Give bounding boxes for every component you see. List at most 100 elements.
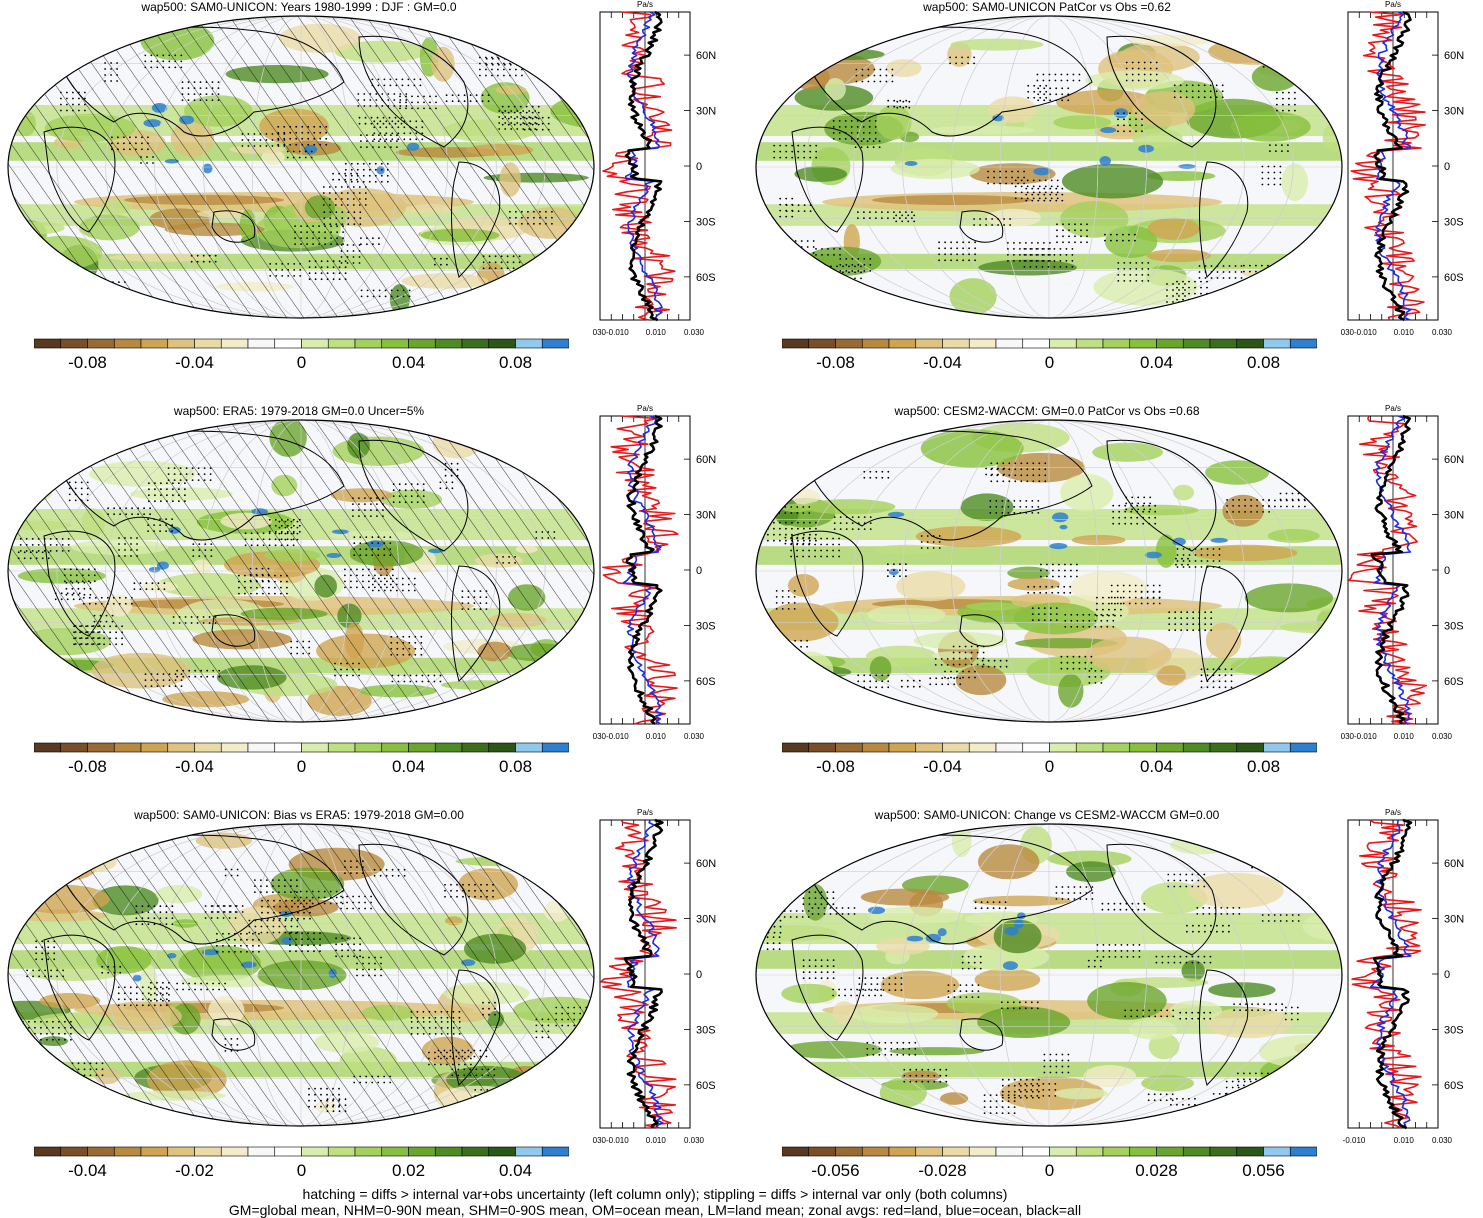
colorbar-tick-label: 0: [1045, 1161, 1054, 1180]
zonal-lat-label: 60S: [1444, 676, 1464, 688]
colorbar-tick-label: 0.02: [392, 1161, 425, 1180]
zonal-x-tick-label: 0.010: [1394, 328, 1415, 337]
colorbar-tick-label: 0.08: [1247, 353, 1280, 372]
zonal-lat-label: 30N: [696, 106, 716, 118]
colorbar-tick-label: 0: [1045, 353, 1054, 372]
zonal-x-tick-label: 0.030: [684, 328, 705, 337]
zonal-lat-label: 0: [1444, 161, 1450, 173]
zonal-x-tick-label: 0.030: [1432, 328, 1453, 337]
colorbar-tick-label: -0.08: [68, 757, 107, 776]
zonal-lat-label: 60S: [696, 272, 716, 284]
panel-title: wap500: SAM0-UNICON: Change vs CESM2-WAC…: [874, 808, 1220, 822]
colorbar-tick-label: 0.056: [1242, 1161, 1285, 1180]
colorbar-tick-label: 0.08: [499, 757, 532, 776]
colorbar: -0.08 -0.04 0 0.04 0.08: [782, 742, 1317, 776]
colorbar-tick-label: 0.04: [392, 353, 425, 372]
colorbar: -0.056 -0.028 0 0.028 0.056: [782, 1146, 1317, 1180]
zonal-lat-label: 30N: [1444, 914, 1464, 926]
zonal-lat-label: 60S: [696, 1080, 716, 1092]
zonal-average-plot: Pa/s 60N 30N 0 30S 60S -0.030-0.010 0.010 0.030: [1340, 404, 1464, 741]
colorbar-tick-label: 0.04: [499, 1161, 532, 1180]
zonal-average-plot: Pa/s 60N 30N 0 30S 60S -0.030-0.010 0.010 0.030: [592, 404, 716, 741]
zonal-lat-label: 60N: [696, 858, 716, 870]
colorbar-tick-label: 0.028: [1135, 1161, 1178, 1180]
zonal-x-tick-label: -0.030-0.010: [1340, 328, 1377, 337]
zonal-lat-label: 30S: [1444, 1024, 1464, 1036]
zonal-x-tick-label: 0.010: [646, 328, 667, 337]
colorbar: -0.04 -0.02 0 0.02 0.04: [34, 1146, 569, 1180]
zonal-lat-label: 0: [696, 969, 702, 981]
zonal-unit-label: Pa/s: [637, 0, 653, 9]
zonal-average-plot: Pa/s 60N 30N 0 30S 60S -0.030-0.010 0.010 0.030: [1340, 0, 1464, 337]
zonal-lat-label: 60S: [1444, 1080, 1464, 1092]
world-map: [7, 823, 595, 1127]
colorbar: -0.08 -0.04 0 0.04 0.08: [34, 742, 569, 776]
panel-6: wap500: SAM0-UNICON: Change vs CESM2-WAC…: [752, 808, 1483, 1208]
zonal-x-tick-label: -0.030-0.010: [592, 732, 629, 741]
zonal-lat-label: 30N: [1444, 510, 1464, 522]
zonal-lat-label: 0: [1444, 969, 1450, 981]
footnote-legend: GM=global mean, NHM=0-90N mean, SHM=0-90…: [228, 1202, 1082, 1218]
panel-3: wap500: ERA5: 1979-2018 GM=0.0 Uncer=5% …: [4, 404, 744, 804]
zonal-x-tick-label: 0.030: [684, 732, 705, 741]
colorbar-tick-label: 0.04: [1140, 353, 1173, 372]
zonal-lat-label: 30N: [696, 510, 716, 522]
zonal-average-plot: Pa/s 60N 30N 0 30S 60S -0.030-0.010 0.010 0.030: [592, 0, 716, 337]
panel-title: wap500: CESM2-WACCM: GM=0.0 PatCor vs Ob…: [894, 404, 1200, 418]
colorbar-tick-label: 0.08: [499, 353, 532, 372]
world-map: [755, 823, 1343, 1127]
zonal-lat-label: 30N: [696, 914, 716, 926]
panel-title: wap500: SAM0-UNICON: Years 1980-1999 : D…: [141, 0, 457, 14]
colorbar-tick-label: 0: [297, 1161, 306, 1180]
zonal-lat-label: 30S: [696, 620, 716, 632]
zonal-x-tick-label: 0.010: [1394, 732, 1415, 741]
zonal-lat-label: 60N: [1444, 454, 1464, 466]
zonal-average-plot: Pa/s 60N 30N 0 30S 60S -0.030-0.010 0.010 0.030: [592, 808, 716, 1145]
colorbar: -0.08 -0.04 0 0.04 0.08: [34, 338, 569, 372]
colorbar-tick-label: 0.08: [1247, 757, 1280, 776]
colorbar-tick-label: -0.04: [175, 353, 214, 372]
colorbar-tick-label: -0.04: [923, 353, 962, 372]
zonal-lat-label: 30N: [1444, 106, 1464, 118]
zonal-x-tick-label: 0.010: [1394, 1136, 1415, 1145]
panel-5: wap500: SAM0-UNICON: Bias vs ERA5: 1979-…: [4, 808, 744, 1208]
colorbar-tick-label: -0.04: [175, 757, 214, 776]
zonal-lat-label: 60N: [696, 50, 716, 62]
zonal-lat-label: 60N: [1444, 858, 1464, 870]
colorbar-tick-label: -0.08: [816, 353, 855, 372]
panel-2: wap500: SAM0-UNICON PatCor vs Obs =0.62 …: [752, 0, 1483, 400]
zonal-unit-label: Pa/s: [1385, 0, 1401, 9]
zonal-lat-label: 30S: [1444, 216, 1464, 228]
colorbar-tick-label: -0.056: [811, 1161, 859, 1180]
zonal-lat-label: 0: [696, 565, 702, 577]
zonal-lat-label: 30S: [696, 216, 716, 228]
colorbar: -0.08 -0.04 0 0.04 0.08: [782, 338, 1317, 372]
world-map: [7, 419, 595, 723]
panel-title: wap500: ERA5: 1979-2018 GM=0.0 Uncer=5%: [173, 404, 425, 418]
panel-title: wap500: SAM0-UNICON: Bias vs ERA5: 1979-…: [134, 808, 464, 822]
world-map: [7, 15, 595, 319]
colorbar-tick-label: 0: [297, 757, 306, 776]
zonal-lat-label: 0: [1444, 565, 1450, 577]
zonal-x-tick-label: 0.030: [1432, 732, 1453, 741]
zonal-unit-label: Pa/s: [637, 808, 653, 817]
zonal-x-tick-label: 0.030: [1432, 1136, 1453, 1145]
zonal-unit-label: Pa/s: [1385, 808, 1401, 817]
zonal-unit-label: Pa/s: [637, 404, 653, 413]
zonal-lat-label: 30S: [1444, 620, 1464, 632]
zonal-x-tick-label: -0.030-0.010: [1340, 732, 1377, 741]
world-map: [755, 419, 1343, 723]
colorbar-tick-label: 0.04: [1140, 757, 1173, 776]
zonal-x-tick-label: 0.030: [684, 1136, 705, 1145]
zonal-x-tick-label: -0.030-0.010: [592, 328, 629, 337]
world-map: [755, 15, 1343, 319]
zonal-lat-label: 60S: [1444, 272, 1464, 284]
colorbar-tick-label: -0.08: [68, 353, 107, 372]
zonal-lat-label: 60S: [696, 676, 716, 688]
panel-4: wap500: CESM2-WACCM: GM=0.0 PatCor vs Ob…: [752, 404, 1483, 804]
zonal-x-tick-label: 0.010: [646, 732, 667, 741]
zonal-lat-label: 60N: [1444, 50, 1464, 62]
zonal-x-tick-label: 0.010: [646, 1136, 667, 1145]
panel-title: wap500: SAM0-UNICON PatCor vs Obs =0.62: [923, 0, 1171, 14]
zonal-lat-label: 30S: [696, 1024, 716, 1036]
